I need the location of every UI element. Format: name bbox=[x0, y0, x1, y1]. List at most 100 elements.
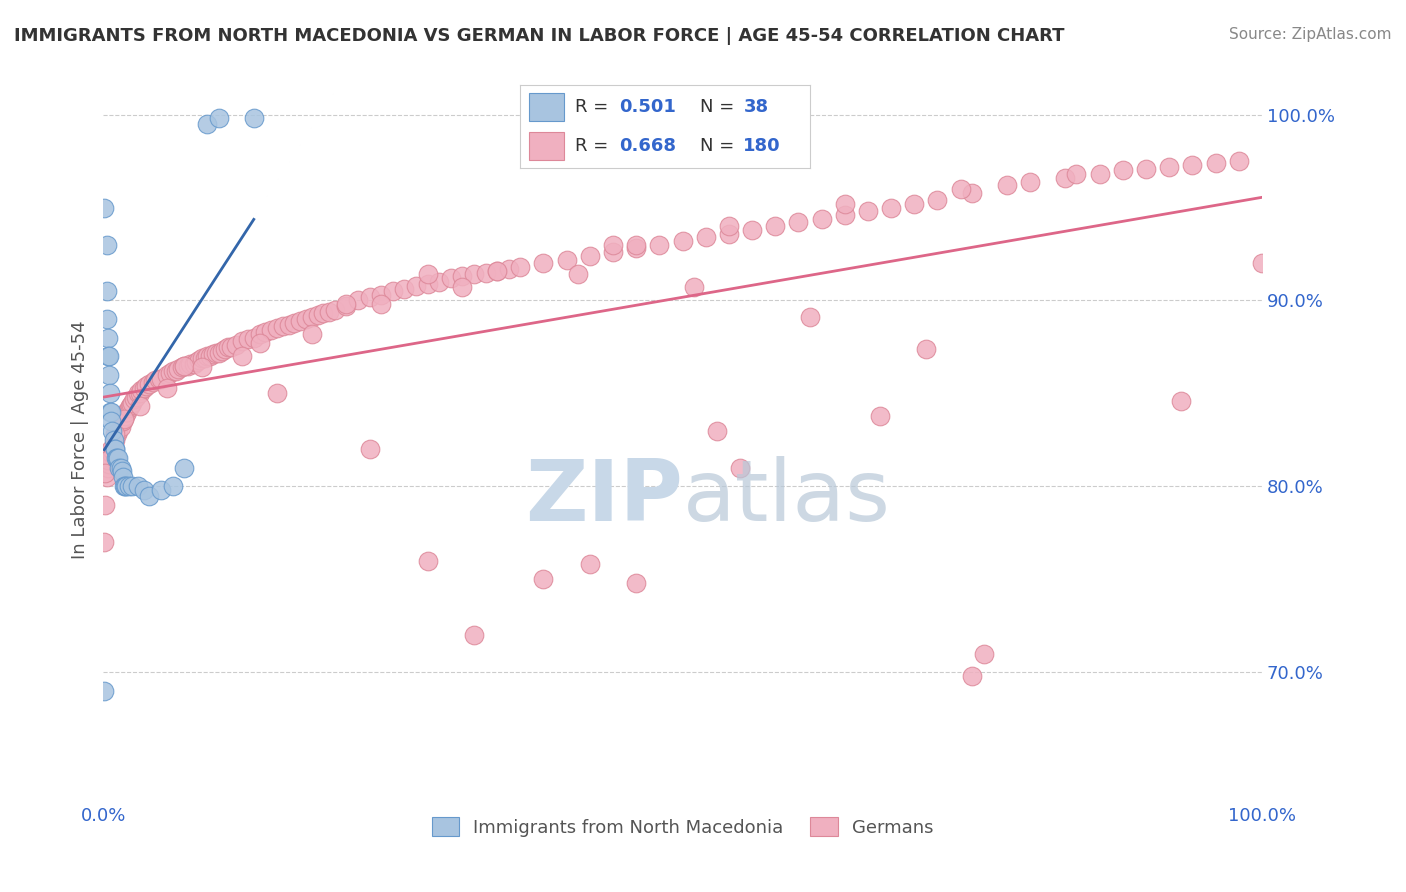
Point bbox=[347, 293, 370, 308]
Point bbox=[173, 359, 195, 373]
Point bbox=[96, 237, 118, 252]
Point bbox=[103, 438, 125, 452]
Point bbox=[97, 368, 120, 382]
Point bbox=[717, 219, 740, 234]
Point bbox=[97, 331, 120, 345]
Point bbox=[148, 371, 170, 385]
Point bbox=[915, 342, 938, 356]
Point bbox=[271, 319, 294, 334]
Point bbox=[416, 554, 439, 568]
Point bbox=[624, 237, 647, 252]
Point bbox=[101, 442, 124, 457]
Point bbox=[127, 386, 149, 401]
Point bbox=[301, 326, 323, 341]
Point bbox=[100, 442, 122, 457]
Point bbox=[277, 318, 299, 332]
Point bbox=[335, 299, 357, 313]
Point bbox=[834, 196, 856, 211]
Point bbox=[156, 368, 179, 382]
Point bbox=[717, 227, 740, 241]
Point bbox=[96, 470, 118, 484]
Point bbox=[94, 467, 117, 481]
Point bbox=[98, 386, 121, 401]
Point bbox=[103, 433, 125, 447]
Point bbox=[129, 400, 152, 414]
Point bbox=[97, 460, 120, 475]
Y-axis label: In Labor Force | Age 45-54: In Labor Force | Age 45-54 bbox=[72, 320, 89, 559]
Point bbox=[104, 442, 127, 457]
Point bbox=[124, 390, 146, 404]
Point bbox=[648, 237, 671, 252]
Point bbox=[138, 489, 160, 503]
Point bbox=[118, 400, 141, 414]
Point bbox=[960, 669, 983, 683]
Point bbox=[1181, 158, 1204, 172]
Point bbox=[394, 282, 416, 296]
Point bbox=[231, 334, 253, 349]
Point bbox=[184, 355, 207, 369]
Point bbox=[323, 302, 346, 317]
Point bbox=[114, 479, 136, 493]
Point bbox=[114, 409, 136, 423]
Point bbox=[578, 558, 600, 572]
Point bbox=[170, 360, 193, 375]
Point bbox=[100, 405, 122, 419]
Text: Source: ZipAtlas.com: Source: ZipAtlas.com bbox=[1229, 27, 1392, 42]
Point bbox=[219, 340, 242, 354]
Point bbox=[105, 427, 128, 442]
Point bbox=[567, 268, 589, 282]
Point bbox=[856, 204, 879, 219]
Point bbox=[208, 112, 231, 126]
Point bbox=[97, 349, 120, 363]
Point bbox=[880, 201, 903, 215]
Point bbox=[370, 288, 392, 302]
Point bbox=[555, 252, 578, 267]
Point bbox=[112, 410, 135, 425]
Point bbox=[111, 470, 134, 484]
Point bbox=[97, 453, 120, 467]
Point bbox=[96, 312, 118, 326]
Point bbox=[763, 219, 786, 234]
Point bbox=[695, 230, 717, 244]
Point bbox=[100, 446, 122, 460]
Point bbox=[995, 178, 1018, 193]
Point bbox=[474, 266, 496, 280]
Point bbox=[533, 256, 555, 270]
Point bbox=[159, 366, 181, 380]
Point bbox=[254, 325, 277, 339]
Point bbox=[101, 424, 124, 438]
Point bbox=[486, 264, 509, 278]
Point bbox=[214, 342, 236, 356]
Point bbox=[307, 309, 329, 323]
Point bbox=[463, 628, 485, 642]
Point bbox=[190, 351, 212, 365]
Point bbox=[93, 535, 115, 549]
Point bbox=[249, 326, 271, 341]
Text: atlas: atlas bbox=[682, 457, 890, 540]
Point bbox=[208, 345, 231, 359]
Point bbox=[249, 336, 271, 351]
Point bbox=[115, 405, 138, 419]
Point bbox=[301, 310, 323, 325]
Point bbox=[120, 398, 142, 412]
Point bbox=[94, 498, 117, 512]
Point bbox=[730, 460, 752, 475]
Point bbox=[533, 572, 555, 586]
Point bbox=[121, 395, 143, 409]
Point bbox=[231, 349, 253, 363]
Point bbox=[194, 351, 217, 365]
Point bbox=[150, 371, 173, 385]
Point bbox=[741, 223, 763, 237]
Point bbox=[108, 460, 131, 475]
Point bbox=[706, 424, 728, 438]
Point bbox=[960, 186, 983, 200]
Point bbox=[97, 457, 120, 471]
Text: IMMIGRANTS FROM NORTH MACEDONIA VS GERMAN IN LABOR FORCE | AGE 45-54 CORRELATION: IMMIGRANTS FROM NORTH MACEDONIA VS GERMA… bbox=[14, 27, 1064, 45]
Point bbox=[283, 316, 305, 330]
Point bbox=[107, 424, 129, 438]
Point bbox=[183, 357, 205, 371]
Legend: Immigrants from North Macedonia, Germans: Immigrants from North Macedonia, Germans bbox=[425, 810, 941, 844]
Point bbox=[132, 381, 155, 395]
Point bbox=[179, 357, 201, 371]
Point bbox=[1066, 167, 1088, 181]
